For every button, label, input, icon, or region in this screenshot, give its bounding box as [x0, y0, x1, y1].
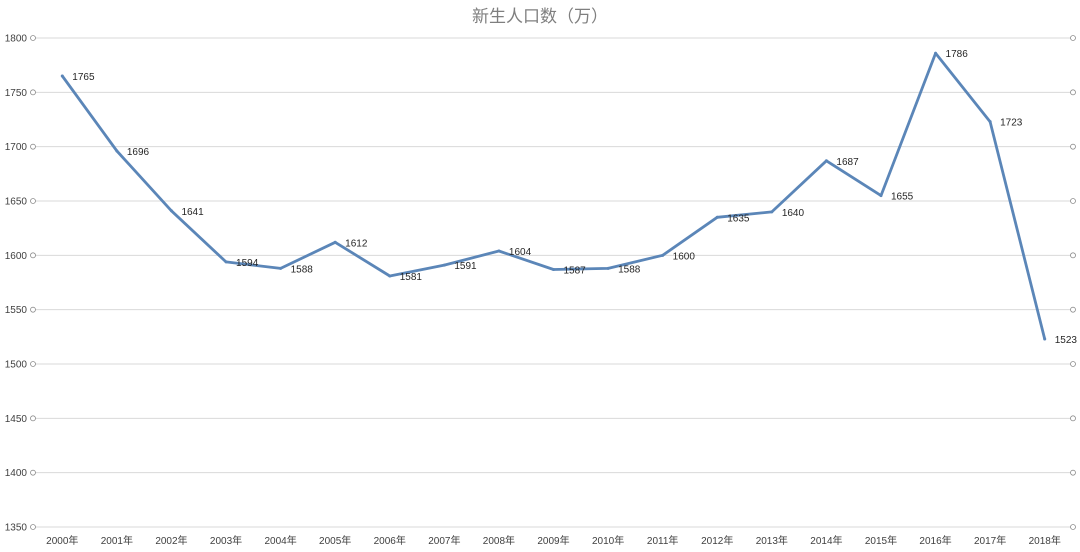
- data-point: [60, 74, 64, 78]
- data-labels: 1765 1696 1641 1594 1588 1612 1581 1591 1604 1587…: [72, 49, 1077, 346]
- data-label: 1696: [127, 147, 150, 158]
- y-tick-marker-right: [1070, 198, 1076, 204]
- x-tick-label: 2017年: [974, 534, 1006, 547]
- y-tick-label: 1450: [5, 414, 28, 425]
- y-tick-marker-right: [1070, 143, 1076, 150]
- x-tick-label: 2013年: [756, 534, 788, 547]
- x-tick-label: 2002年: [155, 534, 187, 547]
- y-tick-marker-right: [1070, 469, 1076, 476]
- x-tick-label: 2003年: [210, 534, 242, 547]
- data-point: [279, 266, 283, 270]
- data-point: [661, 253, 665, 257]
- data-point: [988, 120, 992, 124]
- data-point: [824, 159, 828, 163]
- data-label: 1587: [564, 265, 587, 276]
- y-tick-label: 1800: [5, 34, 28, 45]
- x-tick-label: 2008年: [483, 534, 515, 547]
- y-tick-marker-right: [1070, 306, 1076, 313]
- data-point: [606, 266, 610, 270]
- series-layer: [60, 51, 1047, 341]
- data-label: 1581: [400, 272, 423, 283]
- y-axis-left: 1350 1400 1450 1500 1550 1600 1650 1700 1750 1800: [5, 34, 36, 534]
- data-label: 1612: [345, 238, 368, 249]
- data-label: 1591: [454, 261, 477, 272]
- data-point: [715, 215, 719, 219]
- data-label: 1640: [782, 208, 805, 219]
- y-tick-marker-right: [1070, 524, 1076, 530]
- data-label: 1594: [236, 258, 259, 269]
- y-tick-marker-left: [30, 306, 36, 313]
- data-label: 1687: [836, 157, 859, 168]
- x-axis: 2000年 2001年 2002年 2003年 2004年 2005年 2006年 2007年…: [46, 534, 1061, 547]
- data-point: [1043, 337, 1047, 341]
- y-tick-marker-left: [30, 524, 36, 530]
- y-axis-right: [1070, 35, 1076, 530]
- data-point: [497, 249, 501, 253]
- y-tick-label: 1500: [5, 360, 28, 371]
- x-tick-label: 2010年: [592, 534, 624, 547]
- data-label: 1523: [1055, 335, 1078, 346]
- x-tick-label: 2018年: [1029, 534, 1061, 547]
- data-label: 1600: [673, 251, 696, 262]
- data-point: [552, 267, 555, 271]
- y-tick-label: 1700: [5, 142, 28, 153]
- x-tick-label: 2006年: [374, 534, 406, 547]
- x-tick-label: 2009年: [537, 534, 569, 547]
- data-label: 1655: [891, 192, 914, 203]
- y-tick-marker-right: [1070, 89, 1076, 96]
- data-label: 1588: [618, 264, 641, 275]
- data-point: [934, 51, 938, 55]
- x-tick-label: 2014年: [810, 534, 842, 547]
- data-label: 1604: [509, 247, 532, 258]
- data-label: 1641: [181, 207, 204, 218]
- x-tick-label: 2012年: [701, 534, 733, 547]
- y-tick-label: 1350: [5, 523, 28, 534]
- y-tick-label: 1600: [5, 251, 28, 262]
- data-label: 1765: [72, 72, 95, 83]
- data-point: [770, 210, 774, 214]
- y-tick-marker-left: [30, 252, 36, 259]
- x-tick-label: 2001年: [101, 534, 133, 547]
- x-tick-label: 2004年: [264, 534, 296, 547]
- data-point: [442, 263, 446, 267]
- chart-title: 新生人口数（万）: [472, 7, 608, 27]
- gridlines: [35, 37, 1072, 528]
- y-tick-marker-left: [30, 361, 36, 367]
- y-tick-marker-left: [30, 469, 36, 476]
- y-tick-marker-right: [1070, 35, 1076, 41]
- data-point: [879, 194, 883, 198]
- data-label: 1723: [1000, 118, 1023, 129]
- x-tick-label: 2000年: [46, 534, 78, 547]
- y-tick-label: 1400: [5, 468, 28, 479]
- y-tick-marker-left: [30, 198, 36, 204]
- x-tick-label: 2015年: [865, 534, 897, 547]
- data-point: [224, 260, 228, 264]
- x-tick-label: 2011年: [647, 534, 679, 547]
- data-label: 1588: [291, 264, 314, 275]
- y-tick-marker-left: [30, 89, 36, 96]
- y-tick-marker-right: [1070, 252, 1076, 259]
- x-tick-label: 2016年: [919, 534, 951, 547]
- x-tick-label: 2007年: [428, 534, 460, 547]
- y-tick-marker-left: [30, 143, 36, 150]
- y-tick-marker-left: [30, 35, 36, 41]
- x-tick-label: 2005年: [319, 534, 351, 547]
- data-label: 1786: [946, 49, 969, 60]
- y-tick-marker-left: [30, 415, 36, 422]
- data-point: [388, 274, 392, 278]
- data-point: [115, 149, 119, 153]
- data-label: 1635: [727, 213, 750, 224]
- y-tick-label: 1550: [5, 305, 28, 316]
- y-tick-label: 1750: [5, 88, 28, 99]
- y-tick-marker-right: [1070, 415, 1076, 422]
- y-tick-label: 1650: [5, 197, 28, 208]
- y-tick-marker-right: [1070, 361, 1076, 367]
- data-point: [333, 240, 337, 244]
- data-point: [169, 209, 173, 213]
